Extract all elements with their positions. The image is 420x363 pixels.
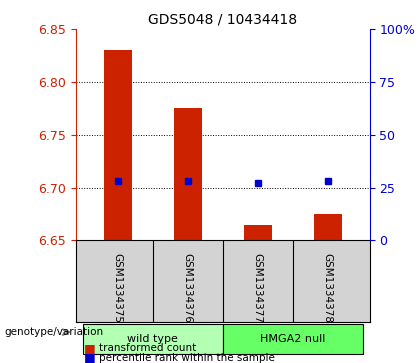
Text: transformed count: transformed count xyxy=(99,343,196,354)
Text: percentile rank within the sample: percentile rank within the sample xyxy=(99,352,275,363)
Bar xyxy=(173,108,202,240)
Text: genotype/variation: genotype/variation xyxy=(4,327,103,337)
Bar xyxy=(314,214,341,240)
Text: ■: ■ xyxy=(84,351,96,363)
Text: GSM1334377: GSM1334377 xyxy=(252,253,262,323)
Text: GSM1334375: GSM1334375 xyxy=(113,253,123,323)
Title: GDS5048 / 10434418: GDS5048 / 10434418 xyxy=(148,12,297,26)
Bar xyxy=(244,225,272,240)
FancyBboxPatch shape xyxy=(223,324,362,354)
Text: wild type: wild type xyxy=(127,334,178,344)
Bar xyxy=(104,50,131,240)
FancyBboxPatch shape xyxy=(83,324,223,354)
Text: ■: ■ xyxy=(84,342,96,355)
Text: GSM1334378: GSM1334378 xyxy=(323,253,333,323)
Text: HMGA2 null: HMGA2 null xyxy=(260,334,325,344)
Text: GSM1334376: GSM1334376 xyxy=(183,253,193,323)
